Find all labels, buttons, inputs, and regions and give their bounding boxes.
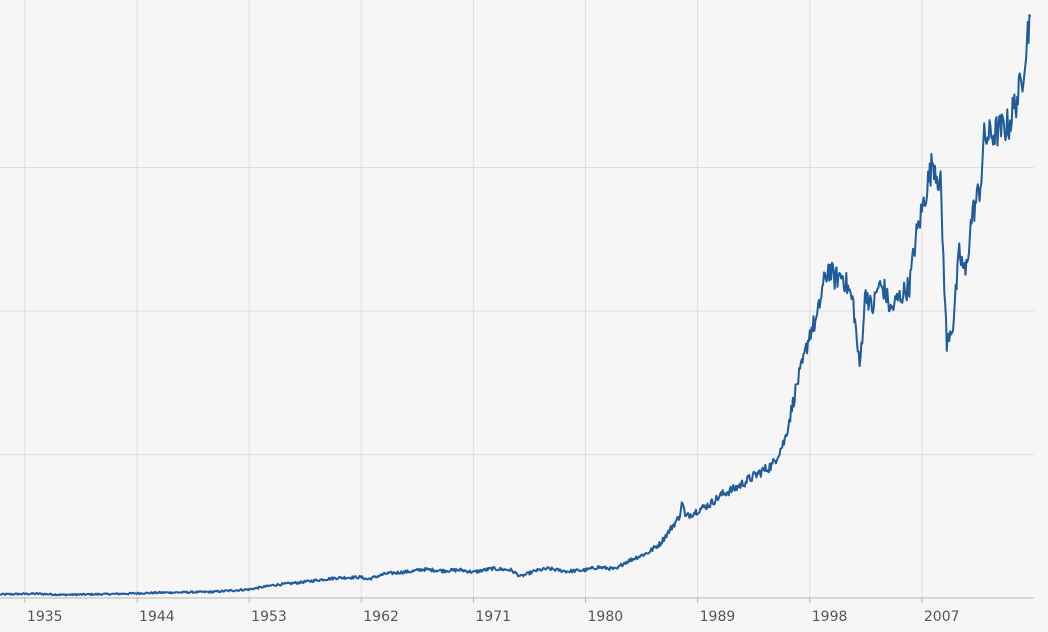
series-line [0, 14, 1032, 597]
y-gridlines [0, 166, 1034, 455]
x-tick-label: 1989 [700, 609, 736, 625]
x-tick-label: 1998 [812, 609, 848, 625]
x-axis-ticks: 1935 1944 1953 1962 1971 1980 1989 1998 2007 [24, 598, 960, 625]
x-tick-label: 1935 [27, 609, 63, 625]
x-tick-label: 1980 [588, 609, 624, 625]
x-tick-label: 1971 [475, 609, 511, 625]
x-gridlines [24, 0, 923, 598]
x-tick-label: 1962 [363, 609, 399, 625]
x-tick-label: 1953 [251, 609, 287, 625]
x-tick-label: 1944 [139, 609, 175, 625]
x-tick-label: 2007 [924, 609, 960, 625]
